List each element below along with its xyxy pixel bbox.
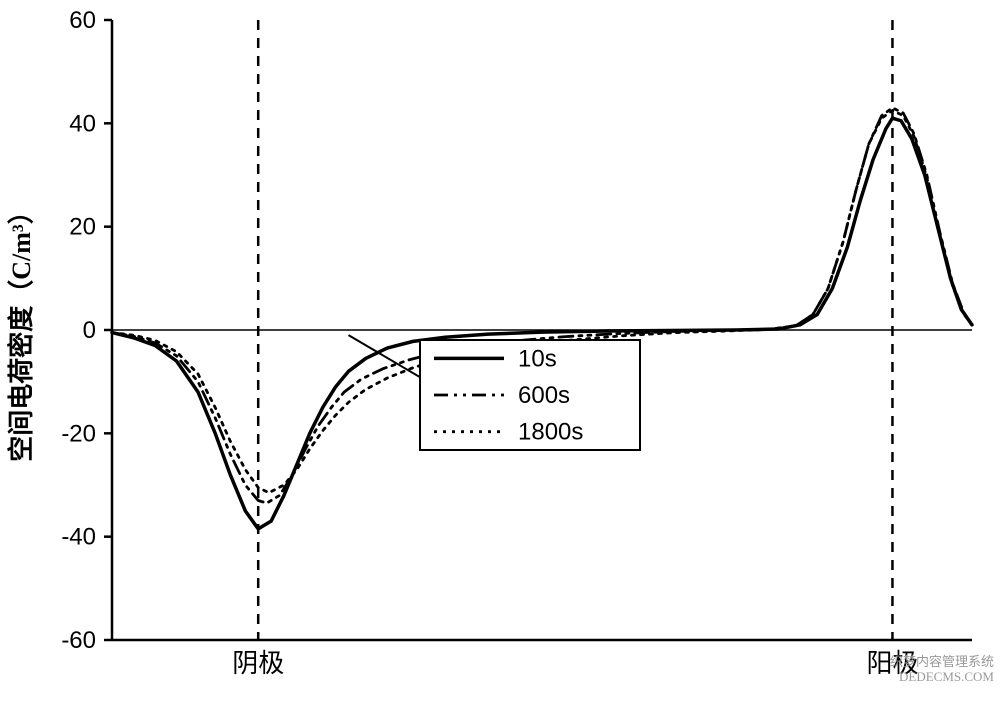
chart-container: 阴极阳极-60-40-200204060空间电荷密度（C/m³）10s600s1… [0, 0, 1000, 701]
svg-text:40: 40 [69, 110, 96, 137]
svg-text:空间电荷密度（C/m³）: 空间电荷密度（C/m³） [6, 198, 36, 461]
svg-text:-40: -40 [61, 524, 96, 551]
svg-text:20: 20 [69, 214, 96, 241]
svg-text:0: 0 [83, 317, 96, 344]
svg-text:60: 60 [69, 7, 96, 34]
svg-text:-20: -20 [61, 420, 96, 447]
svg-text:600s: 600s [518, 382, 570, 409]
svg-text:1800s: 1800s [518, 419, 583, 446]
svg-text:10s: 10s [518, 345, 557, 372]
chart-svg: 阴极阳极-60-40-200204060空间电荷密度（C/m³）10s600s1… [0, 0, 1000, 701]
svg-text:-60: -60 [61, 627, 96, 654]
watermark: 织梦内容管理系统 DEDECMS.COM [890, 654, 994, 685]
watermark-line2: DEDECMS.COM [899, 669, 994, 684]
watermark-line1: 织梦内容管理系统 [890, 654, 994, 669]
svg-text:阴极: 阴极 [232, 649, 284, 678]
